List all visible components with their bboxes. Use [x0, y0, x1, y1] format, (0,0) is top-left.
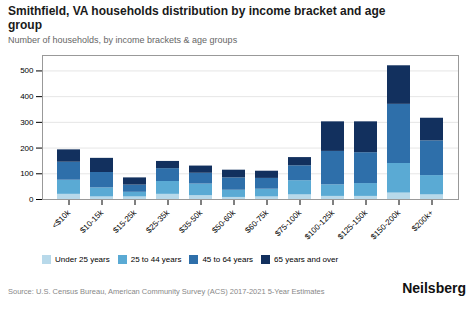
- svg-text:$25-35k: $25-35k: [144, 207, 172, 235]
- svg-text:$15-25k: $15-25k: [111, 207, 139, 235]
- svg-text:$75-100k: $75-100k: [273, 207, 304, 238]
- html-text:25 to 44 years: 25 to 44 years: [130, 254, 182, 264]
- svg-text:200: 200: [20, 143, 34, 152]
- svg-text:$125-150k: $125-150k: [336, 207, 370, 241]
- svg-text:$50-60k: $50-60k: [210, 207, 238, 235]
- svg-text:$100-125k: $100-125k: [303, 207, 337, 241]
- html-text:Neilsberg: Neilsberg: [402, 279, 466, 296]
- html-text:Number of households, by incom: Number of households, by income brackets…: [8, 34, 238, 45]
- html-text:Under 25 years: Under 25 years: [55, 254, 110, 264]
- svg-text:500: 500: [20, 66, 34, 75]
- html-text:65 years and over: 65 years and over: [274, 254, 339, 264]
- svg-text:<$10k: <$10k: [50, 207, 73, 230]
- svg-text:$10-15k: $10-15k: [78, 207, 106, 235]
- html-text:Smithfield, VA households dist: Smithfield, VA households distribution b…: [8, 4, 386, 33]
- svg-text:$150-200k: $150-200k: [369, 207, 403, 241]
- svg-text:$60-75k: $60-75k: [243, 207, 271, 235]
- svg-text:100: 100: [20, 169, 34, 178]
- svg-text:0: 0: [29, 195, 34, 204]
- svg-text:$35-50k: $35-50k: [177, 207, 205, 235]
- html-text:45 to 64 years: 45 to 64 years: [202, 254, 254, 264]
- svg-text:$200k+: $200k+: [410, 208, 435, 233]
- html-text:Source: U.S. Census Bureau, Am: Source: U.S. Census Bureau, American Com…: [8, 286, 325, 296]
- svg-text:300: 300: [20, 118, 34, 127]
- svg-text:400: 400: [20, 92, 34, 101]
